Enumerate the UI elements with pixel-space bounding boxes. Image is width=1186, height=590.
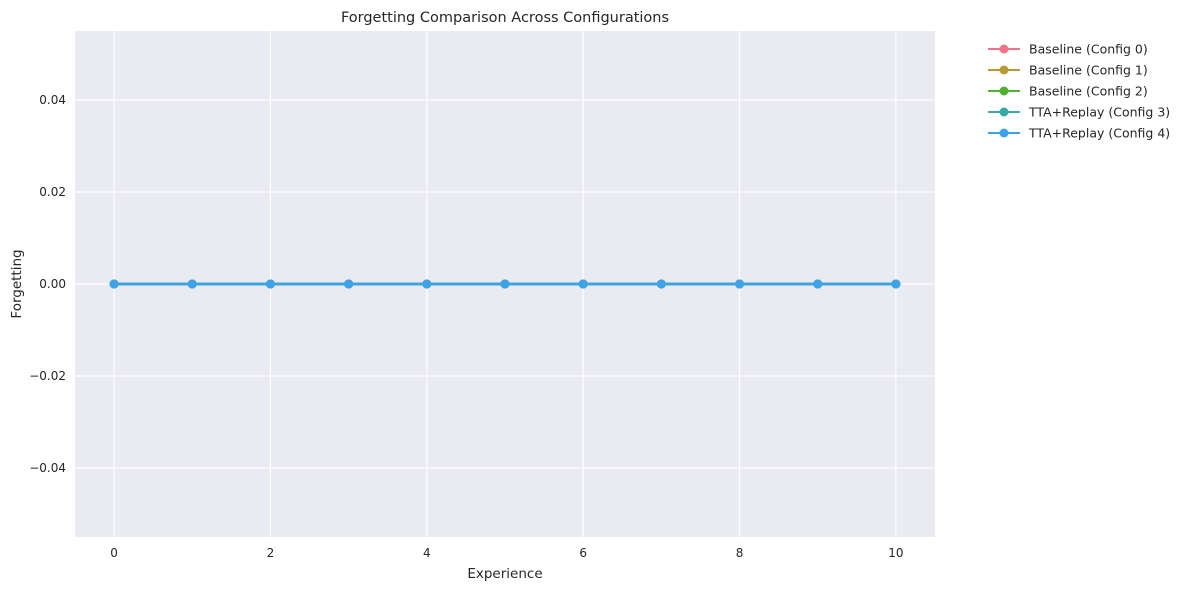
x-axis-label: Experience	[467, 566, 542, 582]
legend-item: TTA+Replay (Config 4)	[988, 126, 1170, 141]
data-point	[735, 279, 745, 289]
legend-label: Baseline (Config 2)	[1029, 84, 1148, 99]
y-tick-label: 0.00	[39, 277, 66, 291]
legend-label: Baseline (Config 1)	[1029, 63, 1148, 78]
legend-marker	[999, 44, 1009, 54]
legend-label: Baseline (Config 0)	[1029, 42, 1148, 57]
x-tick-label: 4	[423, 546, 431, 560]
y-tick-label: −0.04	[29, 461, 66, 475]
data-point	[656, 279, 666, 289]
legend-item: Baseline (Config 1)	[988, 63, 1148, 78]
y-tick-labels: 0.04 0.02 0.00 −0.02 −0.04	[29, 93, 66, 475]
data-point	[187, 279, 197, 289]
legend-marker	[999, 128, 1009, 138]
y-tick-label: 0.02	[39, 185, 66, 199]
series-lines	[109, 279, 901, 289]
legend-marker	[999, 107, 1009, 117]
data-point	[109, 279, 119, 289]
legend-item: TTA+Replay (Config 3)	[988, 105, 1170, 120]
data-point	[813, 279, 823, 289]
data-point	[422, 279, 432, 289]
data-point	[891, 279, 901, 289]
legend-item: Baseline (Config 2)	[988, 84, 1148, 99]
data-point	[344, 279, 354, 289]
x-tick-label: 10	[888, 546, 903, 560]
chart-title: Forgetting Comparison Across Configurati…	[341, 10, 669, 26]
legend-item: Baseline (Config 0)	[988, 42, 1148, 57]
data-point	[500, 279, 510, 289]
x-tick-label: 0	[110, 546, 118, 560]
legend: Baseline (Config 0) Baseline (Config 1) Ba…	[988, 42, 1170, 141]
legend-label: TTA+Replay (Config 4)	[1028, 126, 1170, 141]
data-point	[578, 279, 588, 289]
y-tick-label: −0.02	[29, 369, 66, 383]
legend-marker	[999, 65, 1009, 75]
data-point	[265, 279, 275, 289]
y-tick-label: 0.04	[39, 93, 66, 107]
legend-marker	[999, 86, 1009, 96]
legend-label: TTA+Replay (Config 3)	[1028, 105, 1170, 120]
x-tick-label: 6	[579, 546, 587, 560]
y-axis-label: Forgetting	[9, 249, 25, 318]
x-tick-label: 8	[736, 546, 744, 560]
series-4	[109, 279, 901, 289]
x-tick-label: 2	[267, 546, 275, 560]
x-tick-labels: 0 2 4 6 8 10	[110, 546, 903, 560]
